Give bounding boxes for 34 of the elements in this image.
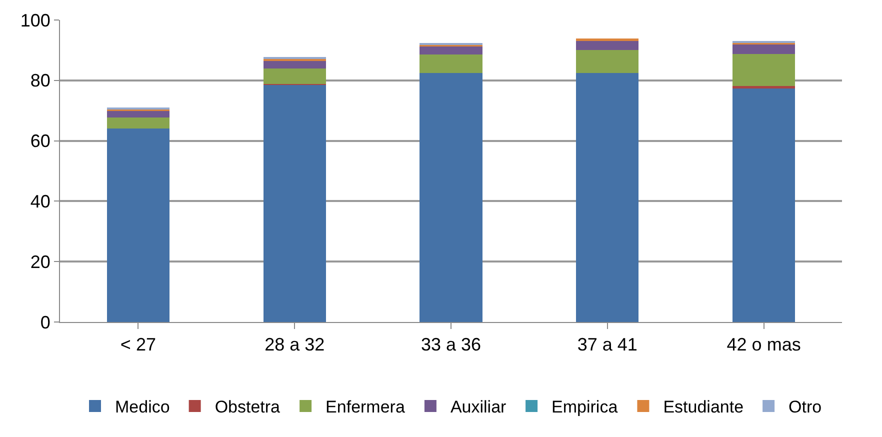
y-tick-label: 40 bbox=[30, 192, 50, 212]
y-tick-label: 60 bbox=[30, 131, 50, 152]
legend-label: Obstetra bbox=[214, 398, 281, 417]
bar bbox=[732, 86, 796, 89]
legend-label: Estudiante bbox=[663, 398, 744, 417]
bar bbox=[732, 44, 796, 54]
bar bbox=[732, 54, 796, 86]
y-tick-label: 20 bbox=[30, 252, 50, 272]
y-tick-label: 0 bbox=[40, 312, 50, 332]
x-tick-label: 33 a 36 bbox=[420, 334, 482, 355]
legend-label: Empirica bbox=[552, 398, 618, 417]
bar bbox=[106, 128, 170, 322]
legend-label: Medico bbox=[115, 398, 170, 417]
bar bbox=[576, 40, 639, 50]
bar bbox=[576, 50, 639, 73]
bar bbox=[106, 118, 170, 129]
y-tick-label: 80 bbox=[30, 70, 50, 91]
bar bbox=[420, 46, 482, 54]
bar bbox=[732, 88, 796, 322]
x-tick-label: < 27 bbox=[120, 334, 156, 355]
bar bbox=[420, 54, 482, 73]
bar bbox=[263, 68, 326, 84]
bar bbox=[576, 72, 639, 322]
legend-label: Enfermera bbox=[326, 398, 406, 417]
bar bbox=[106, 110, 170, 118]
legend-label: Auxiliar bbox=[450, 398, 507, 417]
x-tick-label: 42 o mas bbox=[726, 334, 801, 355]
bar bbox=[263, 84, 326, 322]
bar bbox=[263, 60, 326, 68]
y-tick-label: 100 bbox=[20, 10, 50, 30]
bar bbox=[420, 72, 482, 322]
legend-label: Otro bbox=[788, 398, 822, 417]
x-tick-label: 37 a 41 bbox=[577, 334, 638, 355]
x-tick-label: 28 a 32 bbox=[264, 334, 325, 355]
